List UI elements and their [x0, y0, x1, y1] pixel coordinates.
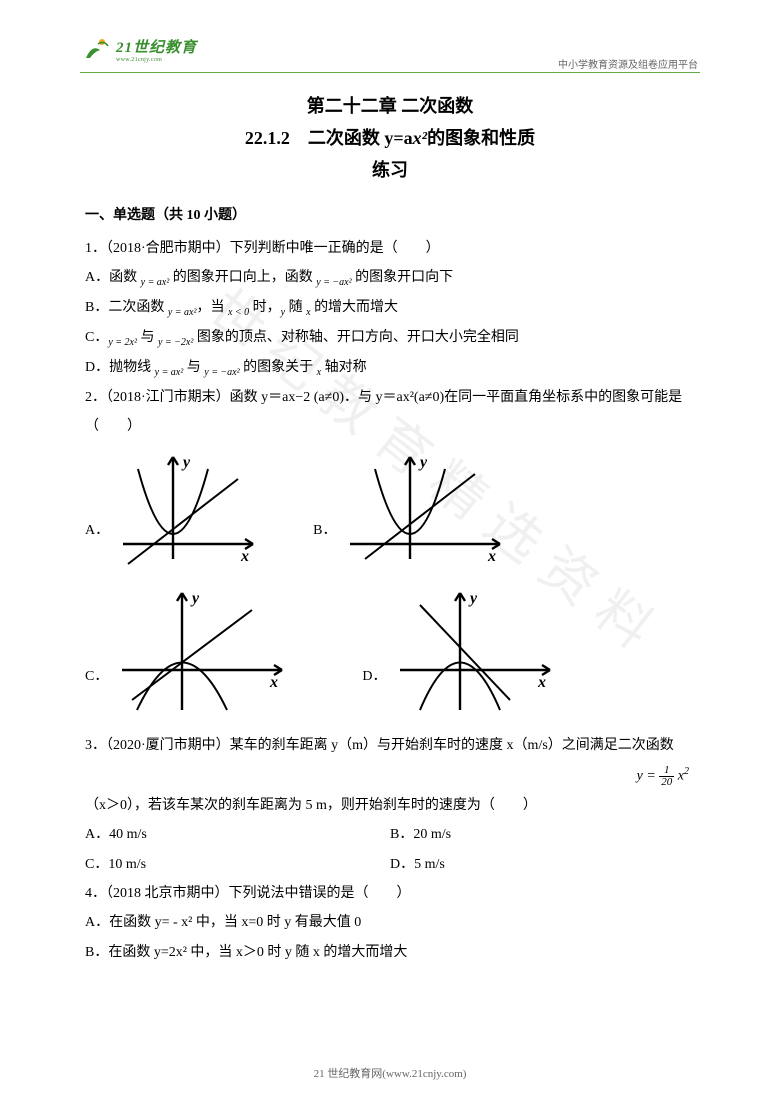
q3-opt-a: A．40 m/s	[85, 820, 390, 849]
q3-opt-b: B．20 m/s	[390, 820, 695, 849]
svg-text:y: y	[190, 590, 200, 607]
chart-b: y x	[340, 449, 510, 569]
svg-text:x: x	[269, 674, 278, 691]
question-3: 3．（2020·厦门市期中）某车的刹车距离 y（m）与开始刹车时的速度 x（m/…	[85, 731, 695, 879]
section-title-post: 的图象和性质	[427, 128, 535, 148]
q3-opt-d: D．5 m/s	[390, 850, 695, 879]
q2-panel-d: D． y x	[362, 585, 560, 715]
q2-label-d: D．	[362, 665, 386, 685]
q2-stem: 2．（2018·江门市期末）函数 y＝ax−2 (a≠0)．与 y＝ax²(a≠…	[85, 383, 695, 442]
svg-text:x: x	[240, 548, 249, 565]
chapter-title: 第二十二章 二次函数	[85, 92, 695, 118]
chart-c: y x	[112, 585, 292, 715]
q2-label-c: C．	[85, 665, 108, 685]
question-4: 4．（2018 北京市期中）下列说法中错误的是（ ） A．在函数 y= - x²…	[85, 879, 695, 967]
q2-panel-a: A． y x	[85, 449, 263, 569]
header-rule	[80, 72, 700, 73]
section-title-pre: 22.1.2 二次函数 y=a	[245, 128, 413, 148]
chart-d: y x	[390, 585, 560, 715]
q3-opts-row1: A．40 m/s B．20 m/s	[85, 820, 695, 849]
section-title-exp: x²	[413, 128, 427, 148]
svg-text:y: y	[468, 590, 478, 607]
footer: 21 世纪教育网(www.21cnjy.com)	[0, 1065, 780, 1081]
q4-stem: 4．（2018 北京市期中）下列说法中错误的是（ ）	[85, 879, 695, 908]
q2-row-1: A． y x B．	[85, 449, 695, 569]
logo-url: www.21cnjy.com	[116, 57, 197, 63]
header-right-text: 中小学教育资源及组卷应用平台	[558, 56, 698, 71]
title-block: 第二十二章 二次函数 22.1.2 二次函数 y=ax²的图象和性质 练习	[85, 92, 695, 182]
q2-label-b: B．	[313, 519, 336, 539]
q4-opt-b: B．在函数 y=2x² 中，当 x＞0 时 y 随 x 的增大而增大	[85, 938, 695, 967]
question-2: 2．（2018·江门市期末）函数 y＝ax−2 (a≠0)．与 y＝ax²(a≠…	[85, 383, 695, 442]
logo: 21世纪教育 www.21cnjy.com	[82, 34, 197, 64]
logo-icon	[82, 34, 112, 64]
q1-stem: 1．（2018·合肥市期中）下列判断中唯一正确的是（ ）	[85, 234, 695, 263]
logo-text: 21世纪教育 www.21cnjy.com	[116, 36, 197, 63]
q2-row-2: C． y x D．	[85, 585, 695, 715]
q3-stem-2: （x＞0），若该车某次的刹车距离为 5 m，则开始刹车时的速度为（ ）	[85, 791, 695, 820]
subtitle: 练习	[85, 156, 695, 182]
content: 第二十二章 二次函数 22.1.2 二次函数 y=ax²的图象和性质 练习 一、…	[85, 92, 695, 967]
q3-stem-1: 3．（2020·厦门市期中）某车的刹车距离 y（m）与开始刹车时的速度 x（m/…	[85, 731, 695, 760]
svg-text:x: x	[537, 674, 546, 691]
q1-opt-a: A．函数 y = ax² 的图象开口向上，函数 y = −ax² 的图象开口向下	[85, 263, 695, 293]
page-root: 21世纪教育 www.21cnjy.com 中小学教育资源及组卷应用平台 世纪教…	[0, 0, 780, 1103]
question-1: 1．（2018·合肥市期中）下列判断中唯一正确的是（ ） A．函数 y = ax…	[85, 234, 695, 383]
q1-opt-c: C．y = 2x² 与 y = −2x² 图象的顶点、对称轴、开口方向、开口大小…	[85, 323, 695, 353]
q4-opt-a: A．在函数 y= - x² 中，当 x=0 时 y 有最大值 0	[85, 908, 695, 937]
svg-text:y: y	[418, 454, 428, 471]
q1-opt-d: D．抛物线 y = ax² 与 y = −ax² 的图象关于 x 轴对称	[85, 353, 695, 383]
logo-title: 21世纪教育	[116, 36, 197, 57]
svg-text:y: y	[181, 454, 191, 471]
q3-opt-c: C．10 m/s	[85, 850, 390, 879]
q1-opt-b: B．二次函数 y = ax²，当 x < 0 时，y 随 x 的增大而增大	[85, 293, 695, 323]
q2-panel-c: C． y x	[85, 585, 292, 715]
section-1-head: 一、单选题（共 10 小题）	[85, 204, 695, 224]
q2-panel-b: B． y x	[313, 449, 510, 569]
svg-text:x: x	[487, 548, 496, 565]
q2-label-a: A．	[85, 519, 109, 539]
chart-a: y x	[113, 449, 263, 569]
section-title: 22.1.2 二次函数 y=ax²的图象和性质	[85, 124, 695, 150]
q3-opts-row2: C．10 m/s D．5 m/s	[85, 850, 695, 879]
q3-formula: y = 1 20 x2	[85, 761, 695, 791]
